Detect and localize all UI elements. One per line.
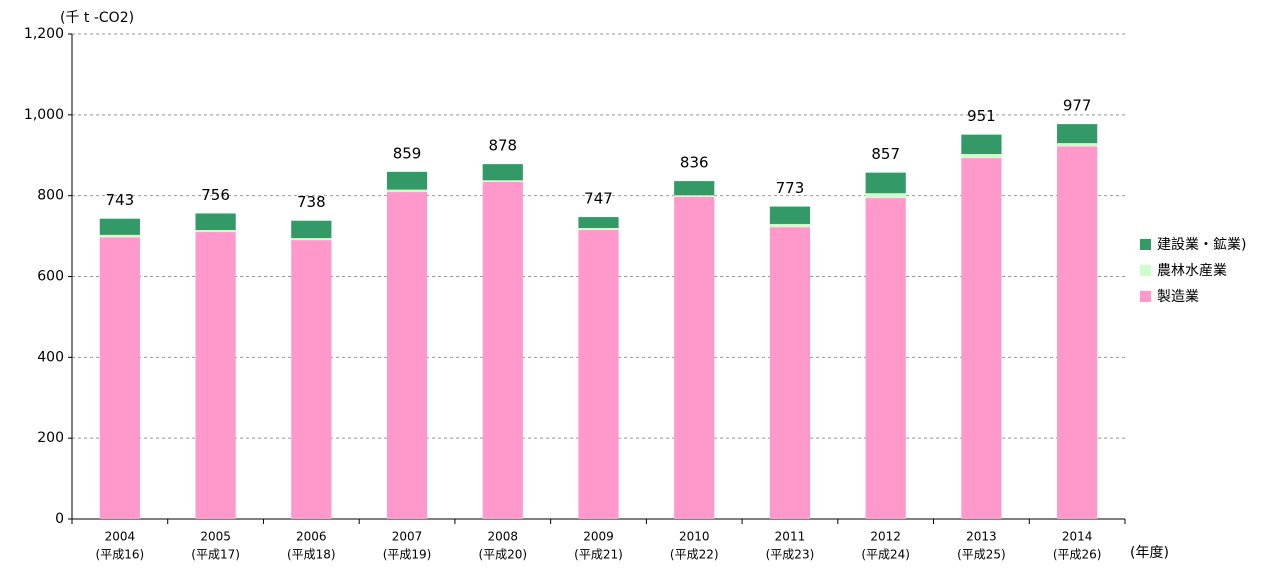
- bar-segment: [769, 223, 811, 228]
- y-tick-label: 0: [55, 511, 64, 527]
- bar-segment: [674, 196, 715, 520]
- bar-segment: [195, 213, 236, 231]
- bar-segment: [99, 237, 140, 519]
- bar-segment: [482, 164, 523, 181]
- bar-segment: [865, 198, 906, 519]
- legend-swatch: [1140, 265, 1151, 276]
- y-tick-label: 1,000: [24, 107, 64, 123]
- bar-segment: [386, 192, 428, 519]
- bar-segment: [961, 154, 1002, 159]
- x-tick-label: 2011: [775, 530, 806, 544]
- x-tick-label: (平成16): [96, 548, 145, 562]
- total-label: 747: [584, 190, 613, 208]
- x-tick-label: (平成23): [766, 548, 815, 562]
- x-tick-label: 2006: [296, 530, 327, 544]
- bar-segment: [1057, 146, 1098, 519]
- x-tick-label: 2007: [392, 530, 423, 544]
- legend-label: 建設業・鉱業): [1157, 236, 1246, 253]
- bar-segment: [578, 217, 619, 228]
- total-label: 878: [488, 137, 517, 155]
- bar-segment: [386, 171, 428, 190]
- x-tick-label: (平成20): [478, 548, 527, 562]
- x-tick-label: 2012: [870, 530, 901, 544]
- bar-segment: [961, 158, 1002, 519]
- bar-segment: [99, 234, 140, 238]
- bar-segment: [769, 206, 811, 224]
- bar-segment: [195, 232, 236, 519]
- bar-segment: [674, 195, 715, 197]
- total-label: 977: [1063, 97, 1092, 115]
- total-label: 756: [201, 186, 230, 204]
- bar-segment: [865, 172, 906, 194]
- total-label: 773: [776, 179, 805, 197]
- x-tick-label: (平成26): [1053, 548, 1102, 562]
- x-tick-label: (平成18): [287, 548, 336, 562]
- total-label: 951: [967, 107, 996, 125]
- bar-segment: [1057, 124, 1098, 144]
- bar-segment: [291, 240, 332, 519]
- legend-label: 農林水産業: [1157, 263, 1227, 279]
- bar-segment: [99, 218, 140, 235]
- x-unit-label: (年度): [1130, 545, 1169, 561]
- x-tick-label: 2010: [679, 530, 710, 544]
- total-label: 859: [393, 144, 422, 162]
- x-tick-label: 2008: [487, 530, 518, 544]
- bar-segment: [291, 238, 332, 241]
- x-tick-label: 2004: [105, 530, 136, 544]
- bar-segment: [578, 230, 619, 520]
- x-tick-label: (平成17): [191, 548, 240, 562]
- x-tick-label: 2014: [1062, 530, 1093, 544]
- bar-segment: [195, 230, 236, 233]
- legend-swatch: [1140, 291, 1151, 302]
- bar-segment: [291, 220, 332, 239]
- total-label: 836: [680, 154, 709, 172]
- y-tick-label: 200: [37, 430, 64, 446]
- bar-segment: [961, 134, 1002, 155]
- bar-segment: [865, 193, 906, 199]
- total-label: 743: [106, 191, 135, 209]
- legend-label: 製造業: [1157, 289, 1199, 305]
- total-label: 857: [871, 145, 900, 163]
- bar-segment: [482, 181, 523, 520]
- y-tick-label: 800: [37, 188, 64, 204]
- bar-segment: [769, 227, 811, 520]
- legend-swatch: [1140, 239, 1151, 250]
- x-tick-label: (平成24): [861, 548, 910, 562]
- bar-segment: [386, 189, 428, 193]
- x-tick-label: (平成19): [383, 548, 432, 562]
- x-tick-label: 2009: [583, 530, 614, 544]
- y-tick-label: 1,200: [24, 26, 64, 42]
- bar-segment: [578, 228, 619, 231]
- y-unit-label: (千 t -CO2): [60, 10, 134, 26]
- y-tick-label: 400: [37, 349, 64, 365]
- x-tick-label: 2005: [200, 530, 231, 544]
- y-tick-label: 600: [37, 269, 64, 285]
- bar-segment: [674, 181, 715, 196]
- x-tick-label: 2013: [966, 530, 997, 544]
- bar-segment: [1057, 143, 1098, 147]
- total-label: 738: [297, 193, 326, 211]
- x-tick-label: (平成21): [574, 548, 623, 562]
- bar-segment: [482, 180, 523, 182]
- x-tick-label: (平成25): [957, 548, 1006, 562]
- x-tick-label: (平成22): [670, 548, 719, 562]
